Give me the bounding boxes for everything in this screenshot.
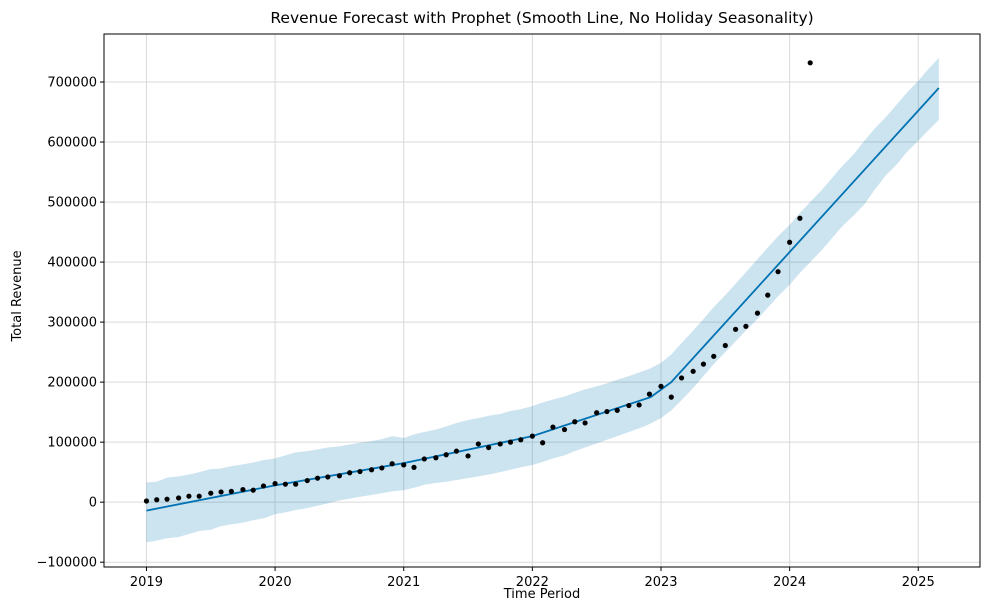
y-tick-label: −100000 [36,556,97,571]
actual-data-point [572,419,578,425]
actual-data-point [304,477,310,484]
actual-data-point [325,474,331,480]
actual-data-point [582,420,588,426]
x-tick-label: 2025 [902,575,935,590]
actual-data-point [507,439,514,445]
actual-data-point [604,408,610,415]
actual-data-point [379,465,385,471]
actual-data-point [293,481,299,487]
y-tick-label: 200000 [47,376,97,391]
x-tick-label: 2020 [259,575,292,590]
actual-data-point [443,452,449,458]
actual-data-point [282,481,288,487]
actual-data-point [668,394,674,400]
actual-data-point [433,455,439,461]
actual-data-point [711,353,717,359]
actual-data-point [314,475,321,481]
actual-data-point [421,456,427,462]
actual-data-point [272,480,278,487]
actual-data-point [357,468,363,475]
actual-data-point [561,426,568,433]
actual-data-point [807,60,813,66]
actual-points-layer [143,60,813,504]
x-tick-label: 2023 [644,575,677,590]
actual-data-point [176,495,182,501]
actual-data-point [626,402,632,409]
actual-data-point [518,437,524,443]
x-tick-label: 2024 [773,575,806,590]
actual-data-point [743,323,749,329]
actual-data-point [368,467,375,473]
actual-data-point [732,326,739,332]
actual-data-point [775,269,781,275]
y-tick-label: 700000 [47,76,97,91]
actual-data-point [787,239,793,245]
actual-data-point [765,292,771,298]
actual-data-point [797,215,803,221]
actual-data-point [196,493,202,499]
y-axis-label: Total Revenue [10,250,25,342]
y-tick-label: 600000 [47,136,97,151]
y-tick-label: 300000 [47,316,97,331]
y-tick-label: 500000 [47,196,97,211]
actual-data-point [218,489,224,495]
actual-data-point [336,473,342,479]
actual-data-point [475,441,481,447]
actual-data-point [658,383,664,389]
actual-data-point [401,462,407,468]
actual-data-point [550,424,556,430]
actual-data-point [690,368,696,374]
uncertainty-band-layer [146,58,939,543]
actual-data-point [250,487,256,493]
actual-data-point [347,470,353,476]
actual-data-point [646,391,653,397]
actual-data-point [636,402,642,408]
actual-data-point [614,407,620,413]
actual-data-point [186,493,192,499]
actual-data-point [722,342,728,349]
actual-data-point [465,453,471,459]
actual-data-point [678,375,685,381]
chart-title: Revenue Forecast with Prophet (Smooth Li… [270,9,813,27]
y-tick-label: 0 [89,496,97,511]
plot-area-frame [103,33,981,568]
actual-data-point [411,464,417,470]
x-tick-label: 2022 [516,575,549,590]
actual-data-point [389,461,395,467]
uncertainty-band [146,58,939,543]
actual-data-point [240,486,246,493]
actual-data-point [164,496,170,502]
actual-data-point [540,440,546,446]
actual-data-point [208,490,214,496]
y-axis-ticks: −100000 0 100000 200000 300000 400000 500000 60… [36,76,104,571]
x-tick-label: 2019 [130,575,163,590]
y-tick-label: 100000 [47,436,97,451]
actual-data-point [143,498,150,504]
actual-data-point [154,497,160,503]
actual-data-point [497,441,503,447]
y-tick-label: 400000 [47,256,97,271]
actual-data-point [228,488,234,494]
x-tick-label: 2021 [387,575,420,590]
actual-data-point [594,410,600,416]
actual-data-point [700,361,707,367]
x-axis-ticks: 2019 2020 2021 2022 2023 2024 2025 [130,567,935,590]
actual-data-point [754,310,761,316]
actual-data-point [260,483,267,489]
actual-data-point [453,448,460,454]
x-axis-label: Time Period [503,587,580,602]
actual-data-point [529,433,535,439]
actual-data-point [486,444,492,451]
